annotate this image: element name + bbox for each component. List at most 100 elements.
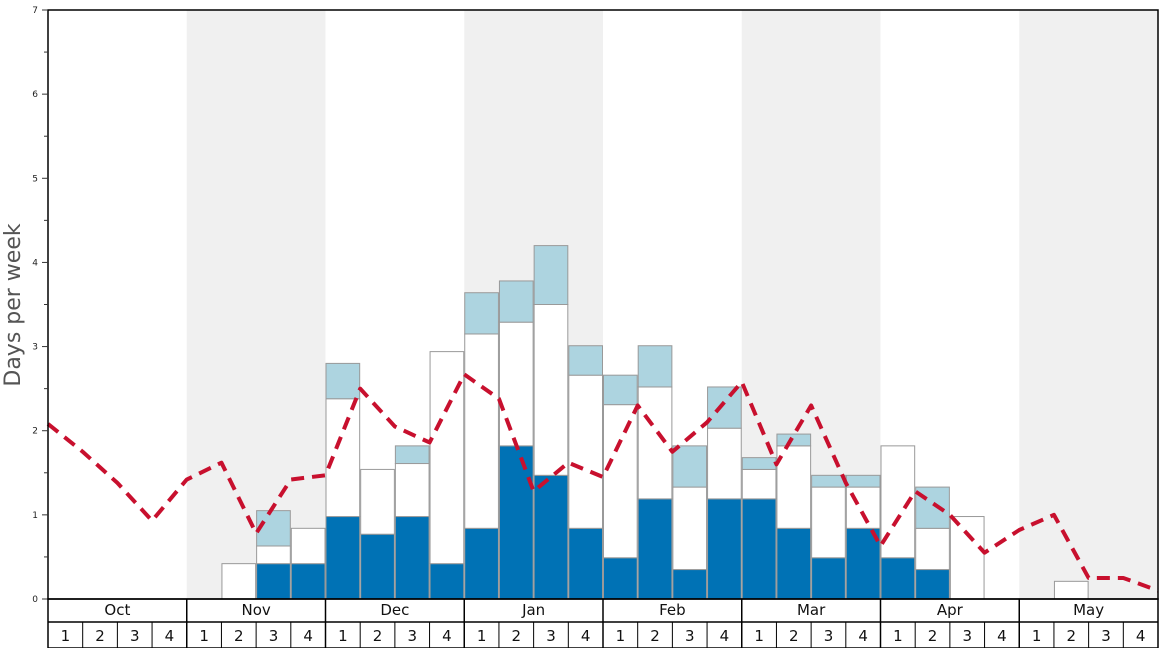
bar-dark-week-13	[464, 527, 499, 600]
bar-white-week-10	[360, 468, 395, 535]
bar-white-week-23	[811, 486, 846, 559]
week-label: 4	[165, 627, 175, 645]
month-label-feb: Feb	[659, 601, 686, 619]
y-tick-label: 4	[32, 258, 38, 268]
bar-dark-week-26	[915, 569, 950, 600]
bar-light-week-11	[394, 445, 430, 465]
week-label: 2	[650, 627, 660, 645]
bar-white-week-20	[707, 427, 742, 500]
bar-light-week-13	[464, 292, 499, 335]
week-label: 4	[303, 627, 313, 645]
bar-light-week-16	[568, 345, 603, 376]
bar-white-week-21	[741, 468, 777, 500]
week-label: 3	[407, 627, 417, 645]
bar-white-week-15	[533, 304, 569, 476]
week-label: 1	[616, 627, 626, 645]
bar-light-week-22	[776, 433, 812, 447]
bar-white-week-16	[568, 374, 603, 529]
week-label: 3	[269, 627, 279, 645]
y-tick-label: 3	[32, 343, 38, 353]
bar-dark-week-12	[429, 563, 465, 600]
week-label: 4	[442, 627, 452, 645]
bar-light-week-15	[533, 245, 569, 306]
bar-white-week-13	[464, 333, 499, 529]
y-tick-label: 0	[32, 595, 38, 605]
week-label: 3	[824, 627, 834, 645]
bar-white-week-11	[394, 463, 430, 518]
bar-dark-week-9	[325, 516, 361, 600]
week-label: 2	[234, 627, 244, 645]
bar-white-week-7	[256, 545, 291, 565]
week-label: 1	[893, 627, 903, 645]
bar-white-week-26	[915, 527, 950, 571]
bar-white-week-27	[949, 516, 985, 600]
week-label: 2	[789, 627, 799, 645]
month-label-apr: Apr	[937, 601, 964, 619]
bar-dark-week-7	[256, 563, 291, 600]
month-label-jan: Jan	[521, 601, 545, 619]
week-label: 3	[1101, 627, 1111, 645]
bar-white-week-6	[221, 563, 257, 600]
month-label-dec: Dec	[380, 601, 409, 619]
bar-light-week-21	[741, 457, 777, 470]
y-tick-label: 2	[32, 427, 38, 437]
week-label: 1	[477, 627, 487, 645]
week-label: 2	[373, 627, 383, 645]
week-label: 1	[199, 627, 209, 645]
y-tick-label: 6	[32, 90, 38, 100]
bar-dark-week-25	[880, 557, 916, 600]
week-label: 1	[754, 627, 764, 645]
bar-light-week-7	[256, 510, 291, 547]
bar-light-week-23	[811, 474, 846, 488]
bar-dark-week-8	[290, 563, 326, 600]
y-tick-label: 1	[32, 511, 38, 521]
average-line	[46, 372, 1159, 593]
bar-light-week-19	[672, 445, 708, 488]
bar-light-week-20	[707, 386, 742, 429]
week-label: 2	[512, 627, 522, 645]
y-tick-label: 5	[32, 174, 38, 184]
week-label: 4	[581, 627, 591, 645]
bar-dark-week-17	[603, 557, 638, 600]
bar-dark-week-21	[741, 498, 777, 600]
y-axis-label: Days per week	[1, 223, 26, 386]
bar-dark-week-16	[568, 527, 603, 600]
bar-light-week-9	[325, 362, 361, 400]
week-label: 2	[95, 627, 105, 645]
bar-dark-week-20	[707, 498, 742, 600]
stacked-bars	[221, 245, 1089, 600]
bar-white-week-18	[637, 386, 673, 500]
bar-white-week-8	[290, 527, 326, 565]
bar-dark-week-22	[776, 527, 812, 600]
bar-white-week-14	[498, 321, 534, 447]
bar-dark-week-18	[637, 498, 673, 600]
week-label: 1	[1032, 627, 1042, 645]
week-label: 2	[928, 627, 938, 645]
week-label: 1	[61, 627, 71, 645]
month-label-oct: Oct	[104, 601, 130, 619]
bar-white-week-19	[672, 486, 708, 571]
bar-light-week-18	[637, 345, 673, 388]
week-label: 4	[1136, 627, 1146, 645]
bar-light-week-26	[915, 486, 950, 529]
month-shade-may	[1019, 10, 1158, 599]
week-label: 4	[720, 627, 730, 645]
bar-dark-week-19	[672, 569, 708, 600]
bar-dark-week-10	[360, 533, 395, 600]
month-label-mar: Mar	[797, 601, 826, 619]
week-label: 4	[997, 627, 1007, 645]
week-label: 3	[130, 627, 140, 645]
week-label: 4	[858, 627, 868, 645]
y-tick-label: 7	[32, 6, 38, 16]
week-label: 3	[962, 627, 972, 645]
bar-dark-week-23	[811, 557, 846, 600]
week-label: 3	[685, 627, 695, 645]
bar-white-week-17	[603, 404, 638, 559]
bar-light-week-17	[603, 374, 638, 406]
bar-dark-week-14	[498, 445, 534, 600]
week-label: 3	[546, 627, 556, 645]
month-label-may: May	[1073, 601, 1104, 619]
bar-dark-week-15	[533, 474, 569, 600]
bar-dark-week-11	[394, 516, 430, 600]
